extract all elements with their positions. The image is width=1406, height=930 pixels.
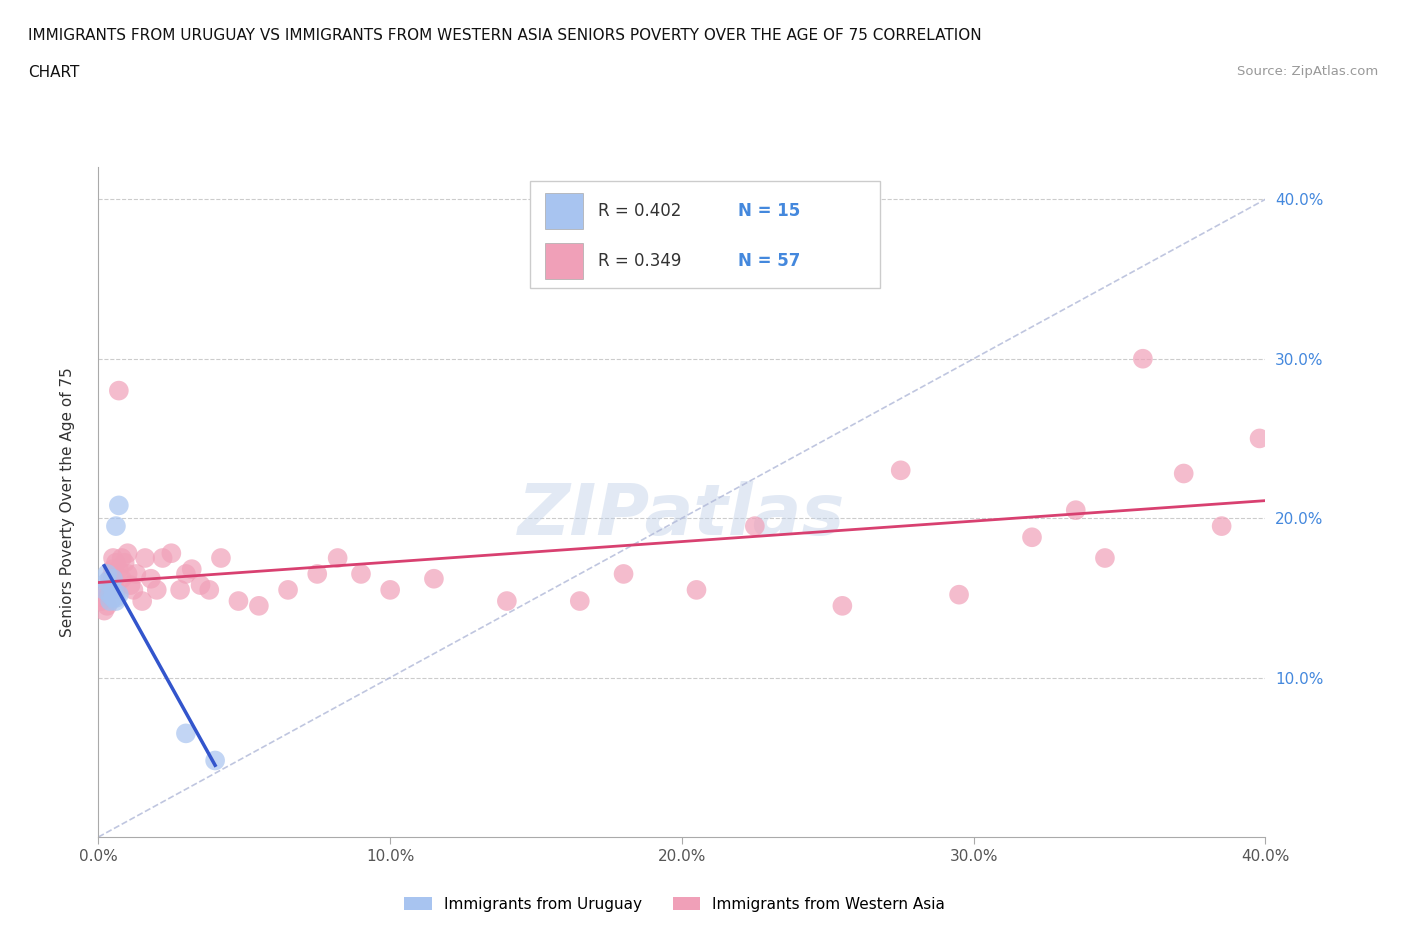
Point	[1094, 551, 1116, 565]
Point	[174, 726, 197, 741]
Point	[111, 551, 134, 565]
Point	[568, 593, 591, 608]
Point	[247, 598, 270, 613]
Point	[277, 582, 299, 597]
Point	[1173, 466, 1195, 481]
Point	[98, 582, 121, 597]
Point	[93, 591, 115, 605]
Point	[108, 383, 131, 398]
Point	[1249, 431, 1271, 445]
Point	[125, 566, 148, 581]
Point	[96, 575, 118, 590]
Point	[101, 591, 124, 605]
Point	[101, 571, 124, 586]
Point	[93, 582, 115, 597]
Point	[96, 582, 118, 597]
Point	[117, 546, 139, 561]
Text: Source: ZipAtlas.com: Source: ZipAtlas.com	[1237, 65, 1378, 78]
Point	[104, 555, 127, 570]
Point	[890, 463, 912, 478]
Point	[228, 593, 250, 608]
Point	[101, 551, 124, 565]
FancyBboxPatch shape	[546, 193, 582, 229]
Point	[90, 593, 112, 608]
Legend: Immigrants from Uruguay, Immigrants from Western Asia: Immigrants from Uruguay, Immigrants from…	[398, 890, 952, 918]
Point	[326, 551, 349, 565]
Point	[948, 587, 970, 602]
Point	[101, 562, 124, 577]
Point	[134, 551, 156, 565]
Point	[744, 519, 766, 534]
Point	[101, 571, 124, 586]
Point	[108, 562, 131, 577]
Text: ZIPatlas: ZIPatlas	[519, 481, 845, 550]
Point	[378, 582, 402, 597]
Point	[114, 555, 136, 570]
Point	[104, 591, 127, 605]
Point	[120, 578, 142, 592]
Point	[117, 566, 139, 581]
Point	[160, 546, 183, 561]
Point	[101, 582, 124, 597]
Point	[307, 566, 329, 581]
Point	[685, 582, 707, 597]
Point	[1132, 352, 1154, 366]
FancyBboxPatch shape	[530, 180, 880, 288]
Text: R = 0.402: R = 0.402	[598, 202, 682, 219]
Point	[96, 566, 118, 581]
Text: N = 57: N = 57	[738, 252, 800, 270]
Text: CHART: CHART	[28, 65, 80, 80]
Point	[350, 566, 373, 581]
Point	[423, 571, 446, 586]
Point	[111, 571, 134, 586]
Point	[209, 551, 232, 565]
Y-axis label: Seniors Poverty Over the Age of 75: Seniors Poverty Over the Age of 75	[60, 367, 75, 637]
Text: R = 0.349: R = 0.349	[598, 252, 682, 270]
Point	[831, 598, 853, 613]
Point	[190, 578, 212, 592]
Point	[152, 551, 174, 565]
Point	[104, 519, 127, 534]
Point	[93, 604, 115, 618]
Point	[146, 582, 169, 597]
FancyBboxPatch shape	[546, 243, 582, 279]
Point	[1211, 519, 1233, 534]
Point	[139, 571, 162, 586]
Point	[612, 566, 634, 581]
Point	[104, 593, 127, 608]
Point	[96, 598, 118, 613]
Point	[198, 582, 221, 597]
Point	[98, 571, 121, 586]
Point	[495, 593, 517, 608]
Point	[174, 566, 197, 581]
Point	[131, 593, 153, 608]
Point	[104, 582, 127, 597]
Point	[98, 593, 121, 608]
Point	[180, 562, 202, 577]
Point	[1021, 530, 1043, 545]
Point	[169, 582, 191, 597]
Point	[1064, 503, 1087, 518]
Point	[108, 587, 131, 602]
Point	[108, 498, 131, 512]
Point	[122, 582, 145, 597]
Point	[204, 753, 226, 768]
Text: IMMIGRANTS FROM URUGUAY VS IMMIGRANTS FROM WESTERN ASIA SENIORS POVERTY OVER THE: IMMIGRANTS FROM URUGUAY VS IMMIGRANTS FR…	[28, 28, 981, 43]
Text: N = 15: N = 15	[738, 202, 800, 219]
Point	[98, 587, 121, 602]
